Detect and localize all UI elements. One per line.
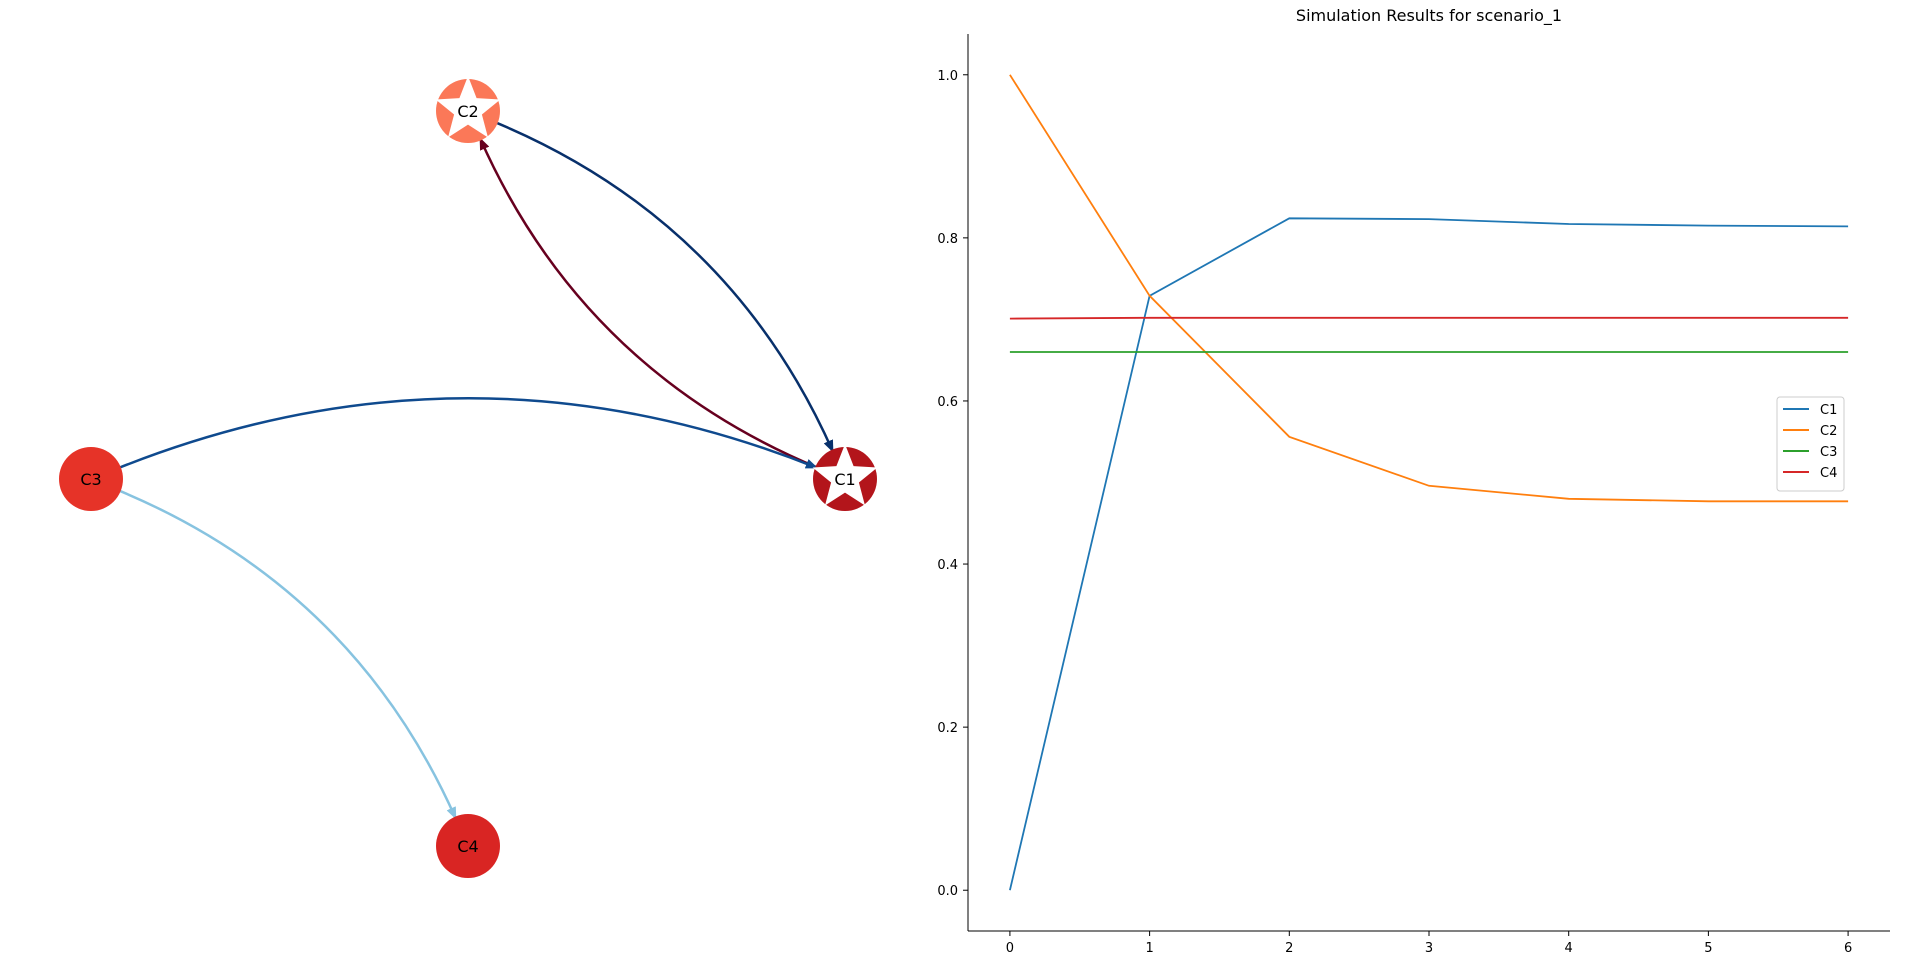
y-tick-label-4: 0.8: [937, 232, 958, 247]
chart-title: Simulation Results for scenario_1: [1296, 6, 1562, 26]
x-tick-label-4: 4: [1565, 941, 1573, 956]
legend-label-c3: C3: [1820, 445, 1837, 460]
legend-box: [1776, 396, 1845, 492]
network-graph: C1 C2 C3 C4: [59, 76, 878, 878]
x-tick-label-2: 2: [1285, 941, 1293, 956]
y-tick-label-3: 0.6: [937, 395, 958, 410]
series-line-c1: [1009, 217, 1849, 891]
legend-label-c2: C2: [1820, 424, 1837, 439]
node-c3: C3: [59, 447, 123, 511]
node-c2-star-icon: [435, 76, 501, 138]
series-line-c4: [1009, 316, 1849, 320]
edge-c1-to-c2: [478, 137, 820, 470]
edge-c3-to-c1: [116, 396, 819, 470]
node-c4-label: C4: [457, 837, 478, 856]
legend-label-c1: C1: [1820, 403, 1837, 418]
node-c1: C1: [812, 444, 878, 511]
x-tick-label-1: 1: [1145, 941, 1153, 956]
series-line-c2: [1009, 74, 1849, 503]
node-c4-circle: [436, 814, 500, 878]
legend-label-c4: C4: [1820, 466, 1837, 481]
node-c2: C2: [435, 76, 501, 143]
edge-c2-to-c1: [493, 120, 835, 453]
chart-legend: C1 C2 C3 C4: [1776, 396, 1845, 492]
x-tick-label-0: 0: [1006, 941, 1014, 956]
y-axis-ticks: 0.0 0.2 0.4 0.6 0.8 1.0: [937, 69, 968, 899]
y-tick-label-2: 0.4: [937, 558, 958, 573]
node-c1-star-icon: [812, 444, 878, 506]
x-axis-ticks: 0 1 2 3 4 5 6: [1006, 931, 1852, 956]
network-nodes: C1 C2 C3 C4: [59, 76, 878, 878]
line-chart: Simulation Results for scenario_1 0 1 2 3 4 5…: [937, 6, 1890, 956]
y-tick-label-5: 1.0: [937, 69, 958, 84]
series-lines: [1009, 74, 1849, 891]
edge-c3-to-c4: [116, 488, 457, 820]
network-edges: [116, 120, 835, 820]
node-c3-label: C3: [80, 470, 101, 489]
node-c3-circle: [59, 447, 123, 511]
y-tick-label-0: 0.0: [937, 884, 958, 899]
node-c2-label: C2: [457, 102, 478, 121]
x-tick-label-3: 3: [1425, 941, 1433, 956]
node-c1-label: C1: [834, 470, 855, 489]
x-tick-label-6: 6: [1844, 941, 1852, 956]
y-tick-label-1: 0.2: [937, 721, 958, 736]
x-tick-label-5: 5: [1704, 941, 1712, 956]
node-c4: C4: [436, 814, 500, 878]
